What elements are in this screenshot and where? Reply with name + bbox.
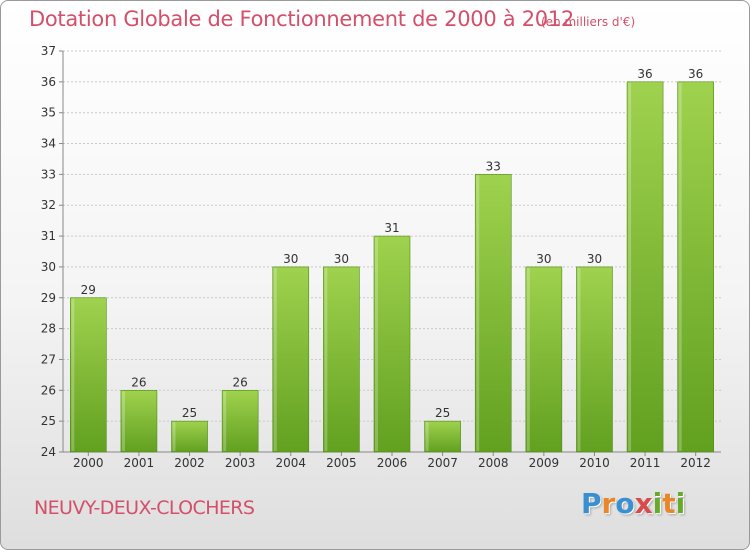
bar-value-label: 30: [587, 252, 602, 266]
bar-highlight: [678, 82, 682, 451]
bar-value-label: 29: [81, 283, 96, 297]
bar-highlight: [577, 267, 581, 451]
bar: [525, 266, 563, 453]
bar-highlight: [526, 267, 530, 451]
y-tick-label: 35: [41, 106, 56, 120]
bar-highlight: [628, 82, 632, 451]
y-tick-label: 31: [41, 229, 56, 243]
y-tick-label: 29: [41, 291, 56, 305]
bar: [474, 174, 512, 453]
bar: [576, 266, 613, 453]
x-tick-label: 2001: [124, 456, 155, 470]
bar-value-label: 26: [233, 375, 248, 389]
bar-value-label: 36: [637, 67, 652, 81]
y-tick-label: 34: [41, 137, 56, 151]
x-tick-label: 2010: [579, 456, 610, 470]
logo-letter: o: [615, 487, 635, 520]
bar-value-label: 30: [536, 252, 551, 266]
bar: [171, 420, 208, 453]
y-tick-label: 30: [41, 260, 56, 274]
x-tick-label: 2007: [427, 456, 458, 470]
bar-value-label: 30: [283, 252, 298, 266]
bar-highlight: [273, 267, 277, 451]
bar-value-label: 25: [182, 406, 197, 420]
x-tick-label: 2008: [478, 456, 509, 470]
commune-name: NEUVY-DEUX-CLOCHERS: [34, 497, 255, 519]
bar: [221, 390, 259, 453]
bar: [677, 81, 714, 453]
y-tick-label: 32: [41, 198, 56, 212]
bar: [323, 266, 360, 453]
y-tick-label: 36: [41, 75, 56, 89]
bar-highlight: [476, 175, 480, 451]
bar-highlight: [121, 391, 125, 451]
bars: [70, 81, 714, 453]
chart-units: (en milliers d'€): [541, 15, 636, 29]
bar-highlight: [223, 391, 227, 451]
logo-letter: r: [601, 487, 616, 520]
bar: [424, 420, 461, 453]
bar-highlight: [324, 267, 328, 451]
bar-value-label: 33: [486, 159, 501, 173]
bar-highlight: [172, 422, 176, 451]
bar-highlight: [375, 237, 378, 451]
y-tick-label: 37: [41, 44, 56, 58]
labels: 24 25 26 27 28 29 30 31 32 33 34 35 36 37 2000 29 2001 26…: [41, 44, 711, 470]
bar-highlight: [425, 422, 429, 451]
proxiti-logo[interactable]: Proxiti: [581, 487, 685, 520]
logo-letter: x: [634, 487, 653, 520]
y-tick-label: 24: [41, 445, 56, 459]
y-tick-label: 27: [41, 352, 56, 366]
bar-highlight: [71, 298, 75, 451]
chart-title: Dotation Globale de Fonctionnement de 20…: [29, 7, 574, 31]
bar: [120, 390, 158, 453]
logo-letter: P: [581, 487, 602, 520]
bar: [272, 266, 310, 453]
x-tick-label: 2004: [275, 456, 306, 470]
bar: [373, 235, 411, 453]
bar-value-label: 30: [334, 252, 349, 266]
x-tick-label: 2005: [326, 456, 357, 470]
bar: [626, 81, 664, 453]
y-tick-label: 26: [41, 383, 56, 397]
x-tick-label: 2011: [630, 456, 661, 470]
y-tick-label: 25: [41, 414, 56, 428]
bar-value-label: 26: [131, 375, 146, 389]
logo-letter: i: [675, 487, 686, 520]
bar-value-label: 25: [435, 406, 450, 420]
x-tick-label: 2002: [174, 456, 205, 470]
logo-letter: t: [662, 487, 676, 520]
bar-value-label: 36: [688, 67, 703, 81]
logo-letter: i: [652, 487, 663, 520]
x-tick-label: 2012: [680, 456, 711, 470]
x-tick-label: 2009: [529, 456, 560, 470]
x-tick-label: 2003: [225, 456, 256, 470]
x-tick-label: 2006: [377, 456, 408, 470]
bar-value-label: 31: [384, 221, 399, 235]
x-tick-label: 2000: [73, 456, 104, 470]
y-tick-label: 28: [41, 322, 56, 336]
y-tick-label: 33: [41, 167, 56, 181]
bar: [70, 297, 107, 453]
